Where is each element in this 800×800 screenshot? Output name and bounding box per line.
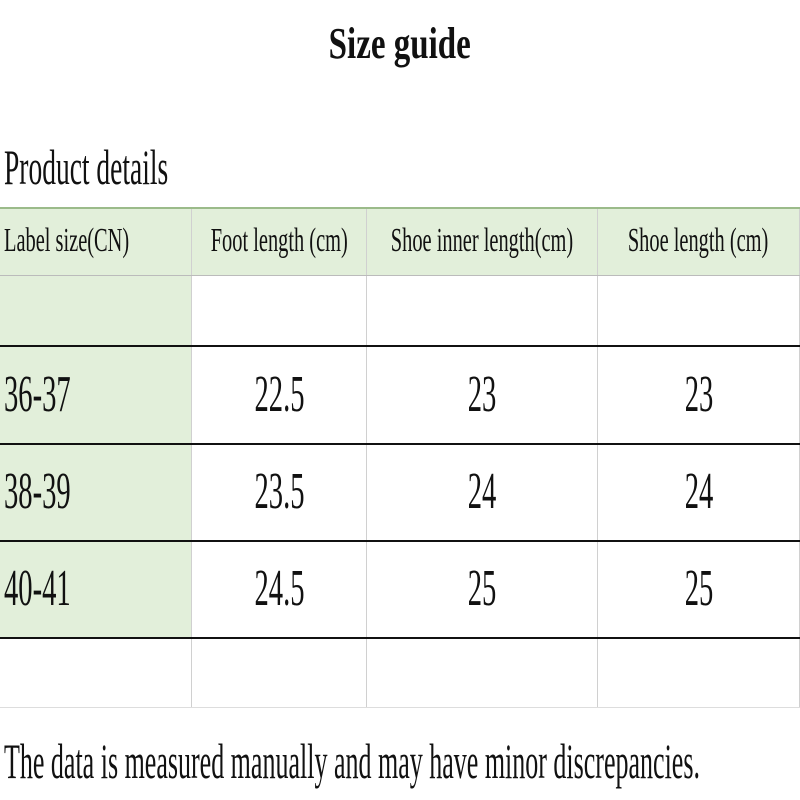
- data-cell-text: 22.5: [253, 365, 305, 423]
- row-label: 36-37: [0, 345, 192, 443]
- title: Size guide: [328, 19, 472, 68]
- header-cell-text: Shoe length (cm): [628, 222, 769, 259]
- empty-cell: [0, 637, 192, 707]
- footer-wrap: The data is measured manually and may ha…: [4, 732, 800, 790]
- row-label: 40-41: [0, 540, 192, 637]
- empty-cell: [598, 637, 800, 707]
- data-cell-text: 24: [467, 463, 497, 520]
- header-cell: Shoe inner length(cm): [367, 207, 598, 275]
- row-label-text: 38-39: [4, 463, 71, 520]
- row-rule: [0, 707, 800, 708]
- header-cell-text: Shoe inner length(cm): [390, 222, 574, 259]
- empty-cell: [598, 275, 800, 345]
- header-cell: Shoe length (cm): [598, 207, 800, 275]
- header-cell: Label size(CN): [0, 207, 192, 275]
- data-cell: 24: [598, 443, 800, 540]
- footer-note: The data is measured manually and may ha…: [4, 733, 700, 789]
- data-cell: 22.5: [192, 345, 367, 443]
- row-rule: [0, 275, 800, 276]
- empty-cell: [192, 275, 367, 345]
- data-cell-text: 23: [467, 365, 497, 423]
- empty-cell: [0, 275, 192, 345]
- data-cell-text: 24.5: [253, 560, 305, 617]
- data-cell: 23: [598, 345, 800, 443]
- row-label-text: 40-41: [4, 560, 71, 617]
- data-cell-text: 24: [684, 463, 713, 520]
- row-label: 38-39: [0, 443, 192, 540]
- data-cell: 25: [367, 540, 598, 637]
- data-cell: 23: [367, 345, 598, 443]
- data-cell: 25: [598, 540, 800, 637]
- data-cell-text: 25: [684, 560, 713, 617]
- row-rule: [0, 540, 800, 542]
- empty-cell: [367, 637, 598, 707]
- header-cell-text: Foot length (cm): [210, 222, 348, 259]
- title-wrap: Size guide: [0, 18, 800, 69]
- data-cell-text: 23.5: [253, 463, 305, 520]
- row-rule: [0, 443, 800, 445]
- subtitle: Product details: [4, 139, 169, 195]
- data-cell: 23.5: [192, 443, 367, 540]
- data-cell: 24: [367, 443, 598, 540]
- row-rule: [0, 637, 800, 639]
- header-cell-text: Label size(CN): [4, 222, 130, 259]
- header-cell: Foot length (cm): [192, 207, 367, 275]
- data-cell: 24.5: [192, 540, 367, 637]
- empty-cell: [192, 637, 367, 707]
- subtitle-wrap: Product details: [4, 138, 303, 196]
- row-label-text: 36-37: [4, 365, 71, 423]
- empty-cell: [367, 275, 598, 345]
- data-cell-text: 25: [467, 560, 497, 617]
- row-rule: [0, 207, 800, 209]
- data-cell-text: 23: [684, 365, 713, 423]
- row-rule: [0, 345, 800, 347]
